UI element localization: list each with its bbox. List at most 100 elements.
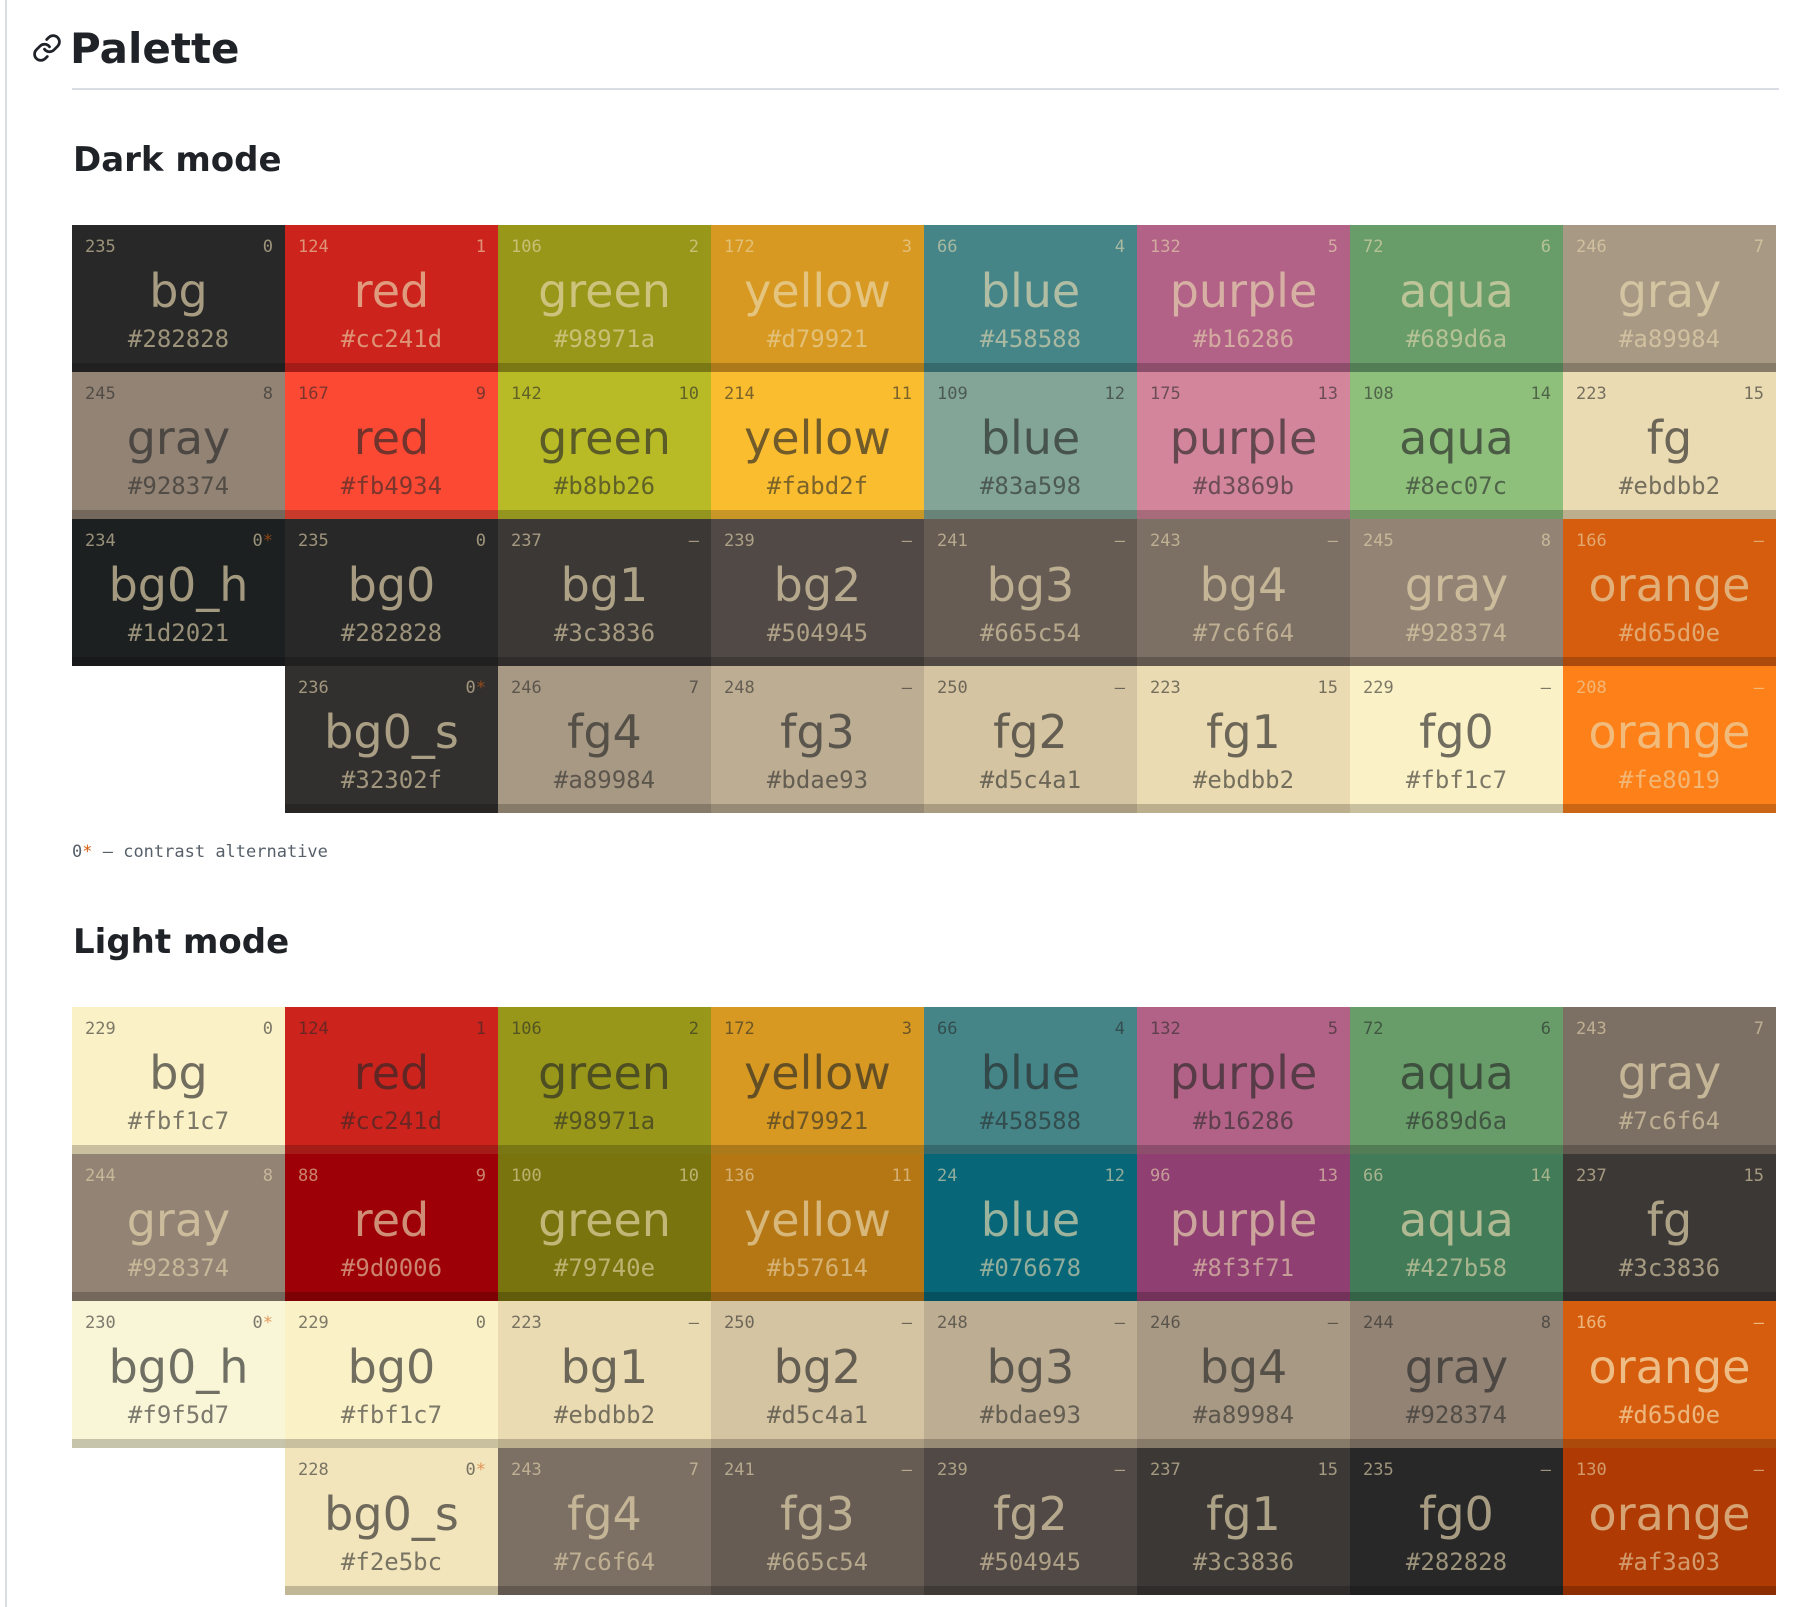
swatch-index: 6 bbox=[1541, 1019, 1551, 1039]
swatch-hex: #9d0006 bbox=[340, 1254, 443, 1282]
swatch-hex: #f9f5d7 bbox=[127, 1401, 230, 1429]
swatch-code: 130 bbox=[1576, 1460, 1607, 1480]
swatch-code: 106 bbox=[511, 1019, 542, 1039]
swatch-code: 246 bbox=[1576, 237, 1607, 257]
swatch-index: 10 bbox=[679, 1166, 699, 1186]
swatch-code: 166 bbox=[1576, 531, 1607, 551]
swatch-hex: #076678 bbox=[979, 1254, 1082, 1282]
swatch-name: yellow bbox=[744, 411, 891, 465]
swatch-hex: #504945 bbox=[979, 1548, 1082, 1576]
swatch-index-value: 10 bbox=[678, 384, 699, 404]
swatch-dark-fg: 223 15 fg #ebdbb2 bbox=[1563, 372, 1776, 519]
swatch-index-value: – bbox=[1753, 678, 1764, 698]
swatch-bottom-shade bbox=[711, 1586, 924, 1595]
swatch-hex: #ebdbb2 bbox=[1618, 472, 1721, 500]
swatch-code: 246 bbox=[511, 678, 542, 698]
swatch-index: 0 bbox=[263, 1019, 273, 1039]
swatch-bottom-shade bbox=[1137, 1439, 1350, 1448]
swatch-name: fg2 bbox=[993, 1487, 1068, 1541]
swatch-light-gray: 243 7 gray #7c6f64 bbox=[1563, 1007, 1776, 1154]
swatch-bottom-shade bbox=[498, 510, 711, 519]
swatch-code: 124 bbox=[298, 237, 329, 257]
swatch-index-value: – bbox=[901, 678, 912, 698]
swatch-code: 108 bbox=[1363, 384, 1394, 404]
swatch-index-value: 6 bbox=[1540, 1019, 1551, 1039]
swatch-name: gray bbox=[1404, 1340, 1509, 1394]
contrast-star: * bbox=[262, 1313, 273, 1333]
swatch-dark-yellow: 214 11 yellow #fabd2f bbox=[711, 372, 924, 519]
swatch-bottom-shade bbox=[924, 1439, 1137, 1448]
swatch-code: 132 bbox=[1150, 237, 1181, 257]
swatch-hex: #f2e5bc bbox=[340, 1548, 443, 1576]
swatch-bottom-shade bbox=[72, 363, 285, 372]
swatch-light-yellow: 136 11 yellow #b57614 bbox=[711, 1154, 924, 1301]
swatch-name: orange bbox=[1588, 558, 1751, 612]
swatch-name: bg2 bbox=[773, 558, 862, 612]
swatch-index: – bbox=[1115, 1313, 1125, 1333]
swatch-index-value: 8 bbox=[262, 1166, 273, 1186]
swatch-index: 1 bbox=[476, 1019, 486, 1039]
swatch-bottom-shade bbox=[924, 363, 1137, 372]
swatch-dark-red: 167 9 red #fb4934 bbox=[285, 372, 498, 519]
swatch-name: bg0_s bbox=[324, 1487, 459, 1541]
swatch-dark-bg0_h: 234 0* bg0_h #1d2021 bbox=[72, 519, 285, 666]
swatch-name: bg4 bbox=[1199, 1340, 1288, 1394]
swatch-code: 235 bbox=[85, 237, 116, 257]
swatch-light-bg2: 250 – bg2 #d5c4a1 bbox=[711, 1301, 924, 1448]
swatch-hex: #fbf1c7 bbox=[1405, 766, 1508, 794]
swatch-index-value: 3 bbox=[901, 237, 912, 257]
swatch-bottom-shade bbox=[924, 657, 1137, 666]
swatch-bottom-shade bbox=[711, 1439, 924, 1448]
swatch-dark-bg0_s: 236 0* bg0_s #32302f bbox=[285, 666, 498, 813]
contrast-footnote: 0* — contrast alternative bbox=[72, 842, 328, 862]
swatch-name: fg1 bbox=[1206, 1487, 1281, 1541]
swatch-hex: #bdae93 bbox=[979, 1401, 1082, 1429]
swatch-bottom-shade bbox=[924, 1586, 1137, 1595]
swatch-bottom-shade bbox=[498, 1586, 711, 1595]
swatch-code: 136 bbox=[724, 1166, 755, 1186]
swatch-index-value: – bbox=[1753, 531, 1764, 551]
swatch-name: purple bbox=[1169, 264, 1318, 318]
swatch-index: 1 bbox=[476, 237, 486, 257]
swatch-name: red bbox=[353, 1046, 430, 1100]
swatch-index-value: 0 bbox=[262, 237, 273, 257]
swatch-dark-fg4: 246 7 fg4 #a89984 bbox=[498, 666, 711, 813]
swatch-index: 12 bbox=[1105, 1166, 1125, 1186]
swatch-index: – bbox=[1541, 1460, 1551, 1480]
swatch-name: bg bbox=[149, 1046, 208, 1100]
swatch-code: 72 bbox=[1363, 237, 1384, 257]
swatch-hex: #fbf1c7 bbox=[127, 1107, 230, 1135]
swatch-code: 246 bbox=[1150, 1313, 1181, 1333]
swatch-light-purple: 96 13 purple #8f3f71 bbox=[1137, 1154, 1350, 1301]
swatch-dark-gray: 245 8 gray #928374 bbox=[1350, 519, 1563, 666]
swatch-bottom-shade bbox=[1350, 804, 1563, 813]
swatch-index: – bbox=[902, 1460, 912, 1480]
swatch-index: 8 bbox=[1541, 1313, 1551, 1333]
swatch-bottom-shade bbox=[1350, 1145, 1563, 1154]
page-title: Palette bbox=[70, 23, 240, 73]
swatch-bottom-shade bbox=[285, 1586, 498, 1595]
swatch-code: 172 bbox=[724, 1019, 755, 1039]
swatch-hex: #665c54 bbox=[766, 1548, 869, 1576]
swatch-hex: #665c54 bbox=[979, 619, 1082, 647]
swatch-light-red: 88 9 red #9d0006 bbox=[285, 1154, 498, 1301]
swatch-index-value: 7 bbox=[688, 1460, 699, 1480]
swatch-light-purple: 132 5 purple #b16286 bbox=[1137, 1007, 1350, 1154]
swatch-hex: #d79921 bbox=[766, 325, 869, 353]
swatch-dark-orange: 208 – orange #fe8019 bbox=[1563, 666, 1776, 813]
swatch-code: 229 bbox=[298, 1313, 329, 1333]
swatch-index: 2 bbox=[689, 237, 699, 257]
swatch-light-bg0_h: 230 0* bg0_h #f9f5d7 bbox=[72, 1301, 285, 1448]
swatch-hex: #fb4934 bbox=[340, 472, 443, 500]
swatch-name: red bbox=[353, 1193, 430, 1247]
swatch-index-value: 3 bbox=[901, 1019, 912, 1039]
link-icon[interactable] bbox=[30, 31, 64, 65]
swatch-bottom-shade bbox=[72, 1145, 285, 1154]
swatch-index: 6 bbox=[1541, 237, 1551, 257]
swatch-index-value: – bbox=[1753, 1460, 1764, 1480]
swatch-index-value: 0 bbox=[475, 531, 486, 551]
swatch-index: 11 bbox=[892, 384, 912, 404]
swatch-bottom-shade bbox=[72, 510, 285, 519]
swatch-index: – bbox=[1754, 1313, 1764, 1333]
swatch-hex: #cc241d bbox=[340, 1107, 443, 1135]
